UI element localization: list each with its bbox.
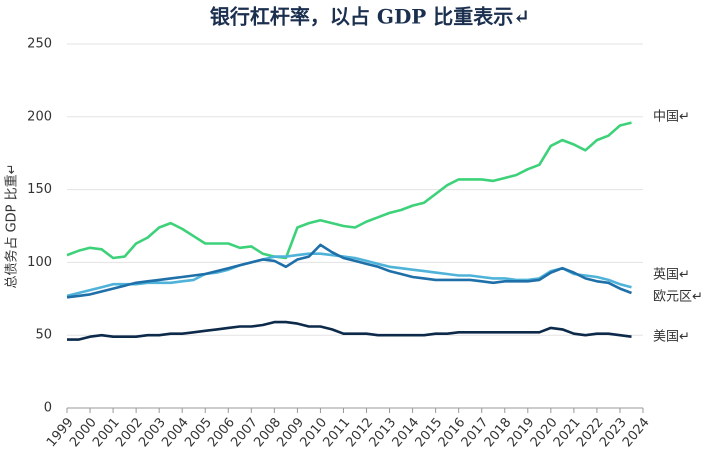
series-line	[66, 252, 632, 298]
y-tick-label: 150	[27, 182, 52, 197]
y-tick-label: 0	[44, 401, 52, 416]
series-line	[67, 320, 632, 341]
legend-label: 欧元区↵	[653, 290, 703, 305]
y-tick-label: 250	[27, 37, 52, 52]
chart-title: 银行杠杆率，以占 GDP 比重表示↵	[210, 5, 530, 29]
x-tick-label: 2024	[620, 415, 653, 450]
series-line	[66, 243, 632, 299]
y-axis-label: 总债务占 GDP 比重↵	[4, 163, 20, 288]
series-line	[66, 121, 632, 260]
y-tick-label: 50	[35, 328, 52, 343]
legend-label: 中国↵	[653, 110, 690, 125]
y-tick-label: 100	[27, 255, 52, 270]
legend-label: 英国↵	[653, 268, 690, 283]
y-tick-label: 200	[27, 109, 52, 124]
legend-label: 美国↵	[653, 330, 690, 345]
